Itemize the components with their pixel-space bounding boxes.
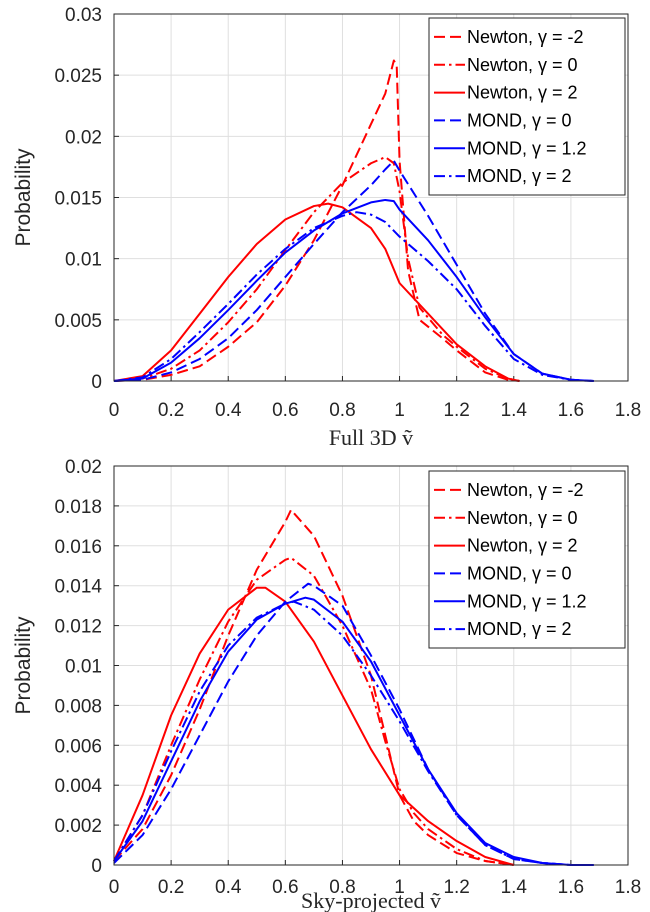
x-axis-label: Full 3D ṽ	[329, 425, 413, 450]
y-tick-label: 0.005	[54, 311, 102, 332]
legend-label: Newton, γ = 0	[467, 508, 578, 528]
x-tick-label: 0	[109, 400, 120, 421]
y-tick-label: 0.004	[54, 776, 102, 797]
series-line-3	[113, 586, 515, 866]
y-tick-label: 0.014	[54, 577, 102, 598]
y-tick-label: 0.016	[54, 537, 102, 558]
legend-label: MOND, γ = 1.2	[467, 591, 587, 611]
legend: Newton, γ = -2 Newton, γ = 0 Newton, γ = 2…	[428, 470, 626, 649]
axes-box	[113, 13, 629, 382]
y-tick-label: 0.025	[54, 66, 102, 87]
x-tick-label: 1.6	[558, 877, 584, 898]
y-tick-label: 0.01	[65, 250, 102, 271]
series-line-3	[113, 202, 520, 382]
x-tick-label: 0.4	[215, 400, 242, 421]
legend: Newton, γ = -2 Newton, γ = 0 Newton, γ = 2…	[428, 17, 626, 196]
x-tick-label: 0.2	[158, 877, 184, 898]
y-tick-label: 0.008	[54, 696, 102, 717]
legend-label: MOND, γ = 0	[467, 110, 572, 130]
chart-panel-1: 0 0.2 0.4 0.6 0.8 1 1.2 1.4 1.6 1.8 0 0.005 0.01 0.01…	[12, 5, 641, 450]
x-tick-label: 1	[394, 400, 405, 421]
series-line-6	[113, 600, 594, 866]
chart-panel-2: 0 0.2 0.4 0.6 0.8 1 1.2 1.4 1.6 1.8 0 0.002 0.004 0.0…	[12, 457, 641, 912]
legend-label: MOND, γ = 2	[467, 166, 572, 186]
series-line-1	[113, 59, 520, 382]
y-tick-label: 0.012	[54, 617, 102, 638]
y-tick-label: 0.006	[54, 736, 102, 757]
x-axis-label: Sky-projected ṽ	[301, 888, 441, 912]
series-line-2	[113, 556, 514, 866]
legend-label: MOND, γ = 1.2	[467, 138, 587, 158]
y-axis-label: Probability	[12, 148, 35, 247]
legend-box	[428, 17, 626, 196]
x-tick-label: 1	[394, 877, 405, 898]
x-tick-label: 1.8	[615, 400, 641, 421]
x-tick-label: 0.6	[272, 877, 298, 898]
x-tick-label: 1.6	[558, 400, 584, 421]
legend-label: Newton, γ = 0	[467, 55, 578, 75]
legend-label: MOND, γ = 0	[467, 563, 572, 583]
x-tick-label: 0.2	[158, 400, 184, 421]
y-tick-label: 0	[91, 856, 102, 877]
axes-box	[113, 465, 629, 866]
legend-label: Newton, γ = 2	[467, 536, 578, 556]
y-axis-label: Probability	[12, 616, 35, 715]
x-tick-label: 1.2	[443, 400, 469, 421]
y-tick-label: 0.02	[65, 457, 102, 478]
x-tick-label: 0.8	[329, 877, 355, 898]
legend-box	[428, 470, 626, 649]
x-tick-label: 1.4	[501, 877, 528, 898]
series-line-4	[113, 159, 594, 382]
y-tick-label: 0.02	[65, 127, 102, 148]
x-tick-label: 0.4	[215, 877, 242, 898]
legend-label: Newton, γ = -2	[467, 480, 584, 500]
series-line-1	[113, 508, 514, 866]
y-tick-label: 0.002	[54, 816, 102, 837]
y-tick-label: 0.015	[54, 189, 102, 210]
series-line-5	[113, 198, 594, 382]
x-tick-label: 1.4	[501, 400, 528, 421]
x-tick-label: 1.2	[443, 877, 469, 898]
y-tick-label: 0.018	[54, 497, 102, 518]
series-line-6	[113, 211, 594, 382]
y-tick-label: 0	[91, 372, 102, 393]
x-tick-label: 1.8	[615, 877, 641, 898]
y-tick-label: 0.01	[65, 657, 102, 678]
y-tick-label: 0.03	[65, 5, 102, 26]
x-tick-label: 0	[109, 877, 120, 898]
x-tick-label: 0.8	[329, 400, 355, 421]
x-tick-label: 0.6	[272, 400, 298, 421]
legend-label: Newton, γ = 2	[467, 83, 578, 103]
legend-label: MOND, γ = 2	[467, 619, 572, 639]
series-line-5	[113, 596, 594, 866]
legend-label: Newton, γ = -2	[467, 27, 584, 47]
